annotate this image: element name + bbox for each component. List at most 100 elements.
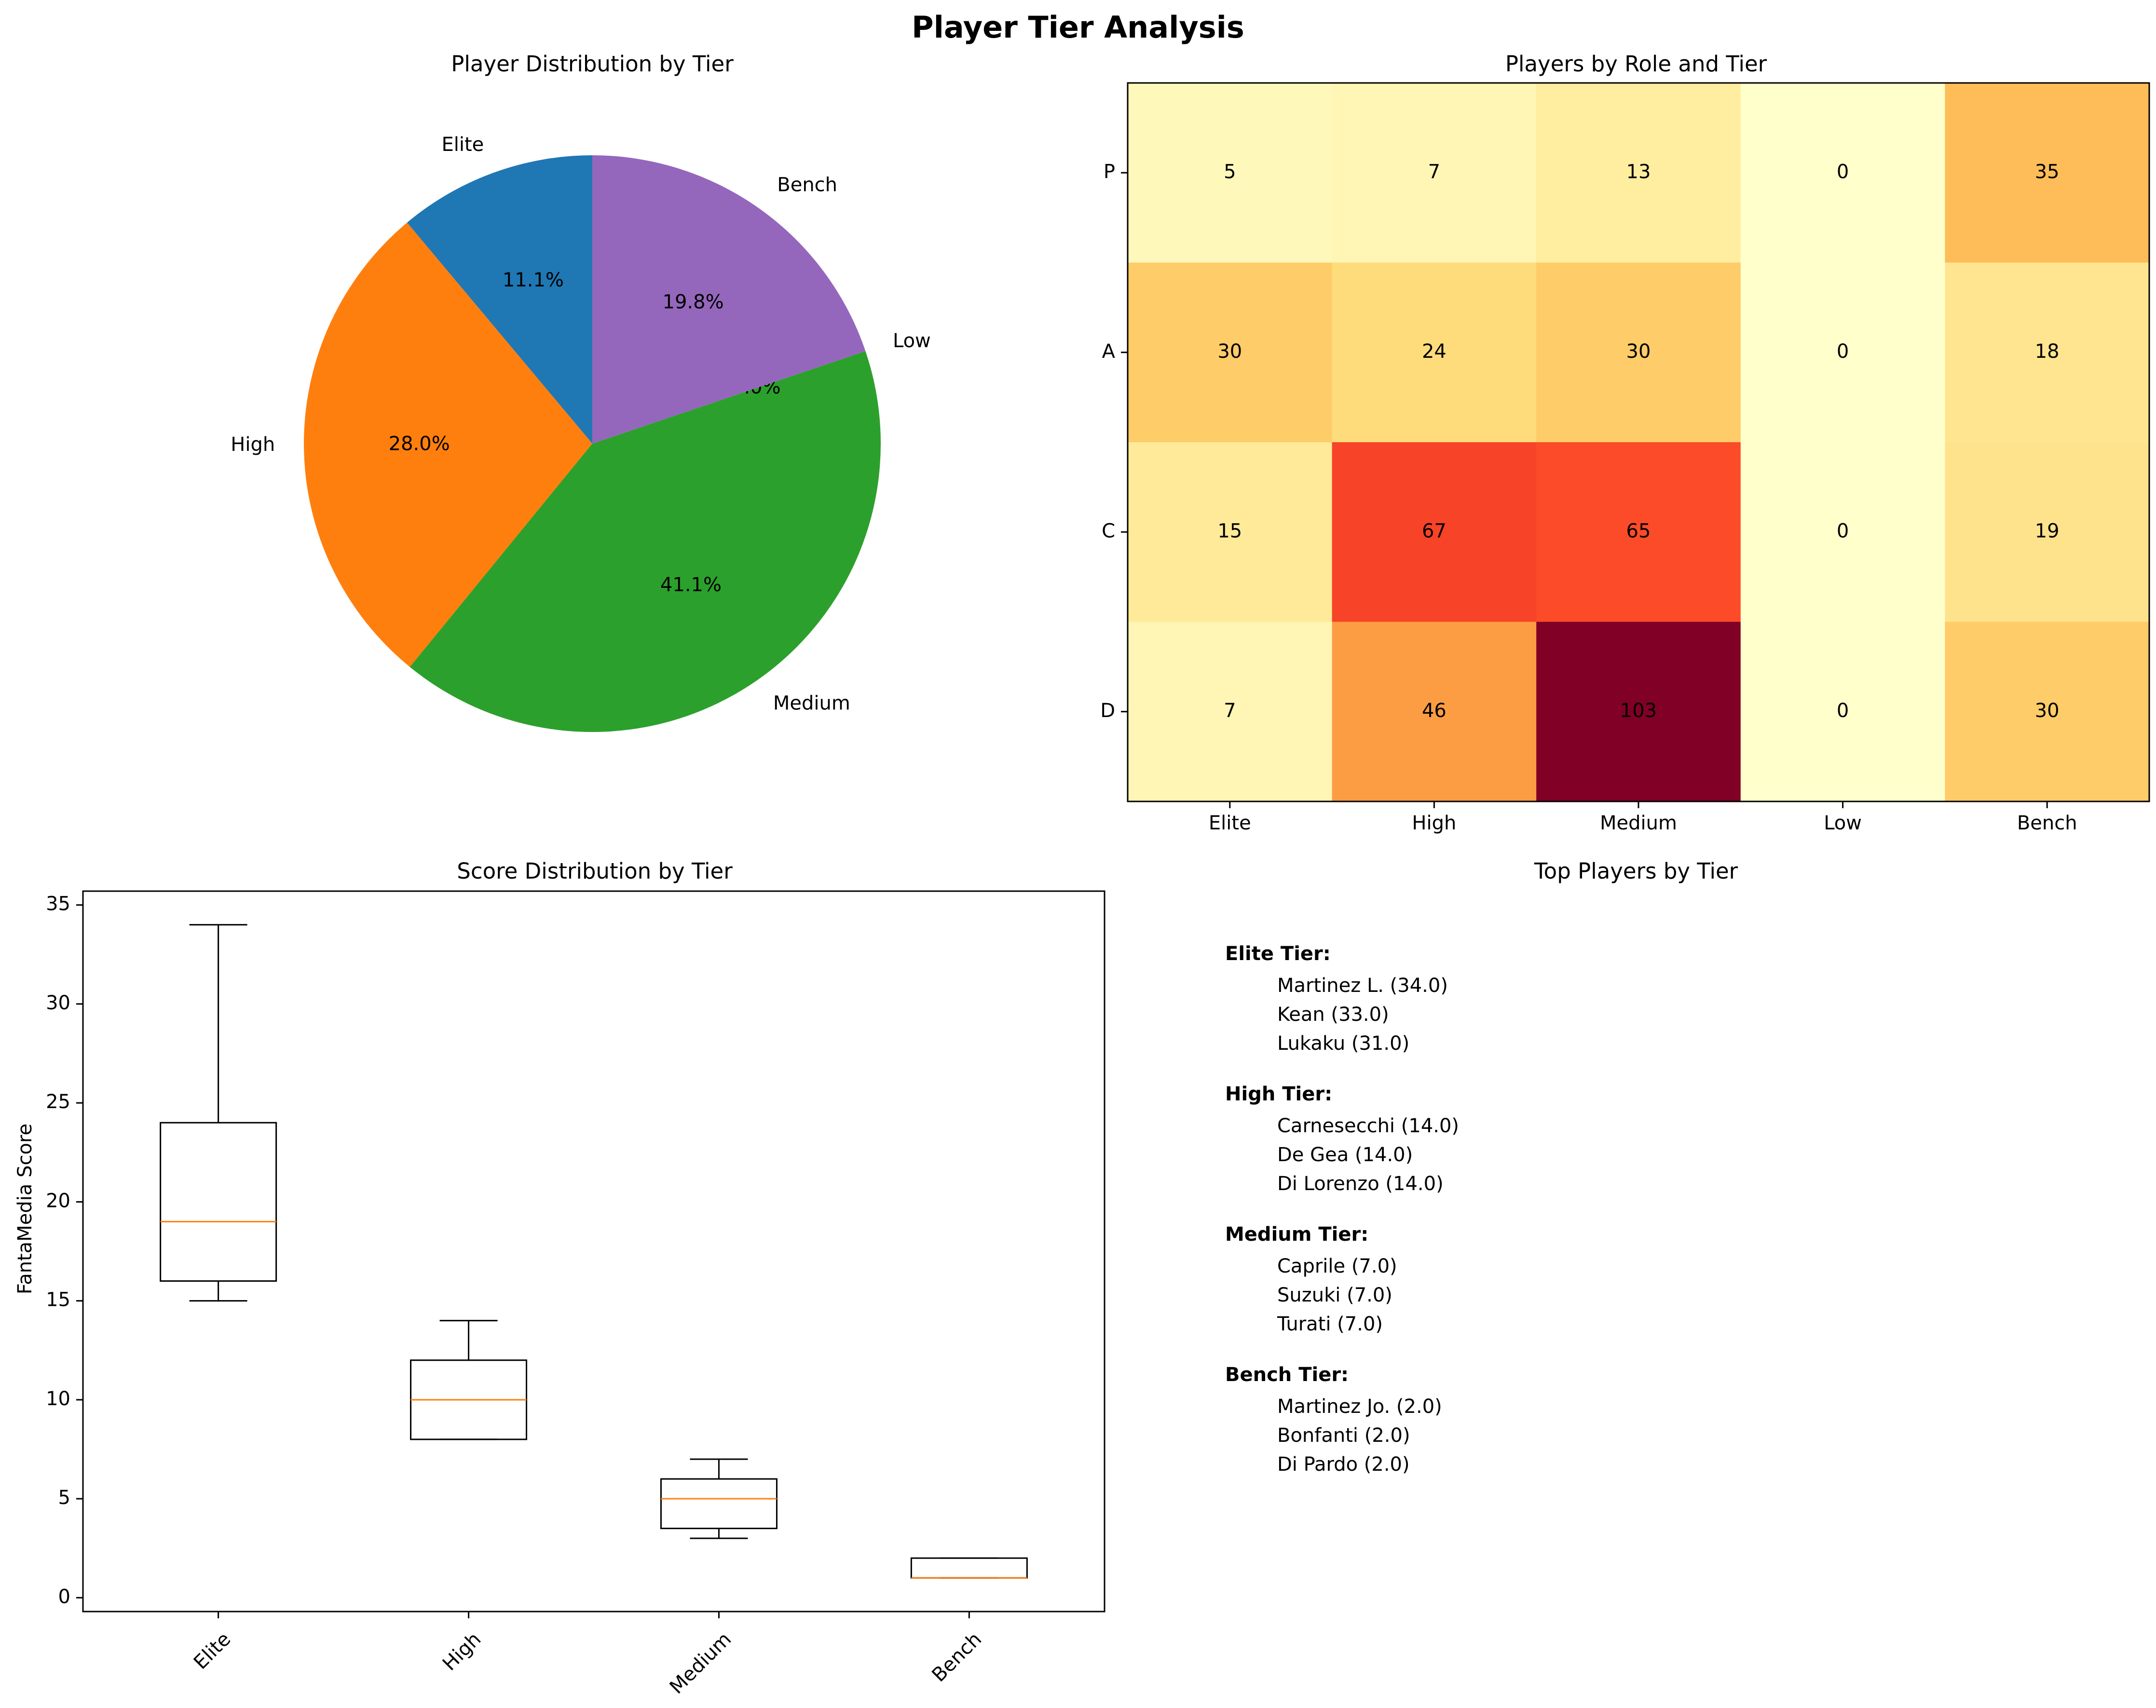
- box-ytick-label: 35: [46, 893, 70, 915]
- heatmap-value-p-high: 7: [1428, 161, 1440, 183]
- player-entry: Bonfanti (2.0): [1277, 1424, 1410, 1447]
- box-ytick-label: 20: [46, 1190, 70, 1212]
- heatmap-value-d-elite: 7: [1224, 700, 1236, 722]
- box-ytick-label: 10: [46, 1388, 70, 1410]
- pie-label-low: Low: [893, 330, 931, 352]
- player-entry: Turati (7.0): [1277, 1313, 1383, 1335]
- heatmap-xtick-label: Low: [1824, 812, 1862, 834]
- box-body-bench: [910, 1557, 1028, 1579]
- pie-label-high: High: [231, 434, 275, 456]
- heatmap-cell-p-bench: [1945, 83, 2150, 263]
- heatmap-cell-p-low: [1740, 83, 1945, 263]
- box-ylabel: FantaMedia Score: [14, 1124, 36, 1294]
- heatmap-cell-p-high: [1332, 83, 1537, 263]
- player-entry: Caprile (7.0): [1277, 1255, 1397, 1277]
- figure-title: Player Tier Analysis: [912, 10, 1244, 45]
- heatmap-value-a-low: 0: [1837, 340, 1849, 363]
- heatmap-value-d-high: 46: [1422, 700, 1446, 722]
- tier-heading: Elite Tier:: [1225, 943, 1331, 965]
- heatmap-cell-a-bench: [1945, 262, 2150, 443]
- box-ytick-label: 25: [46, 1091, 70, 1113]
- heatmap-value-p-medium: 13: [1626, 161, 1651, 183]
- heatmap-cell-d-elite: [1128, 622, 1333, 802]
- heatmap-cell-c-high: [1332, 442, 1537, 623]
- box-ytick-label: 30: [46, 992, 70, 1014]
- heatmap-value-c-low: 0: [1837, 520, 1849, 542]
- heatmap-ytick-label: D: [1100, 700, 1115, 722]
- pie-label-bench: Bench: [777, 174, 837, 196]
- player-entry: Di Pardo (2.0): [1277, 1453, 1410, 1476]
- heatmap-value-c-medium: 65: [1626, 520, 1651, 542]
- heatmap-value-c-bench: 19: [2035, 520, 2060, 542]
- pie-slice-elite: [407, 155, 592, 444]
- heatmap-cell-a-high: [1332, 262, 1537, 443]
- pie-slice-medium: [409, 351, 881, 732]
- pie-label-elite: Elite: [441, 134, 484, 156]
- heatmap-cell-c-bench: [1945, 442, 2150, 623]
- heatmap-value-p-elite: 5: [1224, 161, 1236, 183]
- heatmap-value-a-bench: 18: [2035, 340, 2060, 363]
- heatmap-cell-c-medium: [1536, 442, 1741, 623]
- heatmap-value-c-elite: 15: [1217, 520, 1242, 542]
- heatmap-value-d-medium: 103: [1620, 700, 1657, 722]
- heatmap-cell-d-low: [1740, 622, 1945, 802]
- heatmap-xtick-label: Medium: [1600, 812, 1677, 834]
- player-entry: Lukaku (31.0): [1277, 1032, 1409, 1055]
- player-entry: Suzuki (7.0): [1277, 1284, 1392, 1306]
- pie-title: Player Distribution by Tier: [451, 51, 734, 77]
- box-ytick-label: 15: [46, 1289, 70, 1311]
- pie-slice-bench: [592, 155, 866, 444]
- heatmap-cell-a-low: [1740, 262, 1945, 443]
- box-xtick-label: Medium: [666, 1628, 736, 1698]
- heatmap-ytick-label: C: [1102, 520, 1115, 542]
- heatmap-cell-p-elite: [1128, 83, 1333, 263]
- top-players-title: Top Players by Tier: [1534, 858, 1738, 884]
- heatmap-value-d-bench: 30: [2035, 700, 2060, 722]
- pie-pct-elite: 11.1%: [503, 269, 564, 291]
- heatmap-ytick-label: P: [1104, 161, 1115, 183]
- heatmap-xtick-label: High: [1412, 812, 1456, 834]
- player-entry: Martinez Jo. (2.0): [1277, 1396, 1442, 1418]
- heatmap-cell-d-medium: [1536, 622, 1741, 802]
- tier-heading: Bench Tier:: [1225, 1364, 1349, 1386]
- heatmap-xtick-label: Bench: [2017, 812, 2077, 834]
- heatmap-cell-c-elite: [1128, 442, 1333, 623]
- box-ytick-label: 0: [58, 1586, 70, 1608]
- pie-slice-high: [304, 222, 592, 667]
- heatmap-cell-d-bench: [1945, 622, 2150, 802]
- heatmap-chart: Players by Role and Tier 5 7 13 0 35 30 24 30 0 1…: [1100, 51, 2150, 834]
- heatmap-title: Players by Role and Tier: [1505, 51, 1767, 77]
- heatmap-xtick-label: Elite: [1209, 812, 1251, 834]
- heatmap-cell-a-elite: [1128, 262, 1333, 443]
- heatmap-ytick-label: A: [1102, 340, 1116, 363]
- pie-pct-bench: 19.8%: [663, 291, 724, 313]
- heatmap-value-p-low: 0: [1837, 161, 1849, 183]
- player-entry: De Gea (14.0): [1277, 1144, 1413, 1166]
- heatmap-cell-a-medium: [1536, 262, 1741, 443]
- box-frame: [82, 890, 1105, 1613]
- pie-pct-medium: 41.1%: [660, 574, 722, 596]
- pie-label-medium: Medium: [773, 692, 850, 715]
- player-entry: Carnesecchi (14.0): [1277, 1115, 1459, 1137]
- heatmap-cell-d-high: [1332, 622, 1537, 802]
- heatmap-value-a-elite: 30: [1217, 340, 1242, 363]
- box-ytick-label: 5: [58, 1487, 70, 1509]
- heatmap-cell-c-low: [1740, 442, 1945, 623]
- tier-heading: Medium Tier:: [1225, 1223, 1368, 1246]
- box-body-medium: [660, 1478, 778, 1530]
- pie-pct-high: 28.0%: [389, 433, 450, 455]
- heatmap-value-c-high: 67: [1422, 520, 1446, 542]
- top-players-panel: Top Players by Tier Elite Tier: Martinez …: [1225, 858, 1738, 1476]
- heatmap-value-a-medium: 30: [1626, 340, 1651, 363]
- player-entry: Di Lorenzo (14.0): [1277, 1173, 1444, 1195]
- heatmap-cell-p-medium: [1536, 83, 1741, 263]
- box-xtick-label: High: [438, 1628, 486, 1675]
- tier-heading: High Tier:: [1225, 1083, 1332, 1105]
- box-plot: Score Distribution by Tier FantaMedia Sc…: [14, 858, 1105, 1698]
- heatmap-value-d-low: 0: [1837, 700, 1849, 722]
- heatmap-value-a-high: 24: [1422, 340, 1446, 363]
- pie-chart: Player Distribution by Tier Elite 11.1% Hi…: [231, 51, 931, 732]
- box-xtick-label: Bench: [928, 1628, 986, 1686]
- player-entry: Kean (33.0): [1277, 1003, 1389, 1026]
